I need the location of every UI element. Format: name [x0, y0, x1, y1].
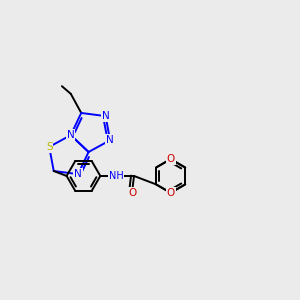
Text: N: N	[106, 135, 114, 145]
Text: O: O	[167, 154, 175, 164]
Text: S: S	[46, 142, 52, 152]
Text: NH: NH	[109, 171, 124, 181]
Text: O: O	[128, 188, 136, 198]
Text: O: O	[167, 188, 175, 198]
Text: N: N	[102, 111, 110, 121]
Text: N: N	[67, 130, 75, 140]
Text: N: N	[74, 169, 82, 179]
